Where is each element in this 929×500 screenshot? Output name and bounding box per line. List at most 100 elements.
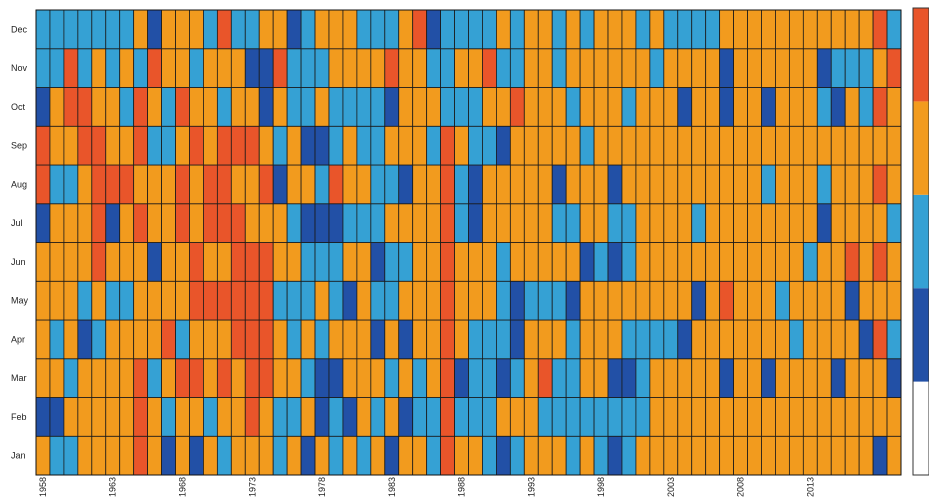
heatmap-cell xyxy=(565,280,581,321)
heatmap-cell xyxy=(733,358,748,398)
heatmap-cell xyxy=(286,242,302,282)
heatmap-cell xyxy=(482,280,497,321)
heatmap-cell xyxy=(537,435,553,476)
heatmap-cell xyxy=(286,87,302,127)
heatmap-cell xyxy=(398,397,414,437)
heatmap-cell xyxy=(677,358,693,398)
heatmap-cell xyxy=(300,397,316,437)
x-tick-label: 2008 xyxy=(736,477,746,497)
heatmap-cell xyxy=(551,242,567,282)
heatmap-cell xyxy=(35,358,51,398)
heatmap-cell xyxy=(482,319,497,360)
heatmap-cell xyxy=(621,125,637,166)
heatmap-cell xyxy=(314,164,330,205)
heatmap-cell xyxy=(858,280,874,321)
heatmap-cell xyxy=(63,280,79,321)
heatmap-cell xyxy=(230,48,246,88)
heatmap-cell xyxy=(426,397,441,437)
heatmap-cell xyxy=(35,9,51,50)
y-tick-label: Jul xyxy=(11,218,23,228)
heatmap-cell xyxy=(775,319,790,360)
heatmap-cell xyxy=(105,164,121,205)
heatmap-cell xyxy=(677,203,693,243)
heatmap-cell xyxy=(872,203,888,243)
heatmap-cell xyxy=(370,397,386,437)
heatmap-cell xyxy=(440,319,455,360)
heatmap-cell xyxy=(77,125,93,166)
heatmap-cell xyxy=(91,48,107,88)
heatmap-cell xyxy=(719,319,734,360)
heatmap-cell xyxy=(440,435,455,476)
heatmap-cell xyxy=(398,280,414,321)
heatmap-cell xyxy=(691,435,707,476)
heatmap-cell xyxy=(440,280,455,321)
heatmap-cell xyxy=(677,397,693,437)
heatmap-cell xyxy=(635,164,651,205)
heatmap-cell xyxy=(272,203,288,243)
legend-swatch xyxy=(913,101,929,195)
y-tick-label: Oct xyxy=(11,102,26,112)
heatmap-cell xyxy=(300,242,316,282)
heatmap-cell xyxy=(49,319,65,360)
heatmap-cell xyxy=(663,358,679,398)
heatmap-cell xyxy=(621,397,637,437)
heatmap-cell xyxy=(35,319,51,360)
heatmap-cell xyxy=(775,242,790,282)
heatmap-cell xyxy=(328,397,344,437)
heatmap-cell xyxy=(607,48,623,88)
heatmap-cell xyxy=(802,280,818,321)
heatmap-cell xyxy=(607,125,623,166)
heatmap-cell xyxy=(35,164,51,205)
heatmap-cell xyxy=(384,280,400,321)
heatmap-cell xyxy=(189,125,204,166)
heatmap-cell xyxy=(509,48,525,88)
heatmap-cell xyxy=(426,280,441,321)
heatmap-cell xyxy=(579,87,595,127)
heatmap-cell xyxy=(440,203,455,243)
heatmap-cell xyxy=(35,435,51,476)
heatmap-cell xyxy=(705,358,721,398)
heatmap-cell xyxy=(356,9,372,50)
heatmap-cell xyxy=(621,9,637,50)
heatmap-cell xyxy=(370,280,386,321)
heatmap-cell xyxy=(468,87,483,127)
heatmap-cell xyxy=(63,164,79,205)
heatmap-cell xyxy=(788,164,804,205)
heatmap-cell xyxy=(230,319,246,360)
heatmap-cell xyxy=(272,397,288,437)
heatmap-cell xyxy=(147,242,162,282)
heatmap-cell xyxy=(719,48,734,88)
y-tick-label: Nov xyxy=(11,63,28,73)
heatmap-cell xyxy=(77,242,93,282)
heatmap-cell xyxy=(509,164,525,205)
heatmap-cell xyxy=(858,87,874,127)
heatmap-cell xyxy=(775,87,790,127)
heatmap-cell xyxy=(565,435,581,476)
heatmap-cell xyxy=(175,164,190,205)
heatmap-cell xyxy=(844,87,860,127)
heatmap-cell xyxy=(468,280,483,321)
heatmap-cell xyxy=(872,9,888,50)
heatmap-cell xyxy=(328,87,344,127)
heatmap-cell xyxy=(537,280,553,321)
heatmap-cell xyxy=(886,203,902,243)
heatmap-cell xyxy=(286,397,302,437)
heatmap-cell xyxy=(412,9,428,50)
heatmap-cell xyxy=(398,87,414,127)
heatmap-cell xyxy=(802,9,818,50)
heatmap-cell xyxy=(593,280,609,321)
heatmap-cell xyxy=(691,242,707,282)
heatmap-cell xyxy=(91,397,107,437)
heatmap-cell xyxy=(398,319,414,360)
heatmap-cell xyxy=(509,358,525,398)
heatmap-cell xyxy=(663,319,679,360)
heatmap-cell xyxy=(370,164,386,205)
x-tick-label: 2013 xyxy=(805,477,815,497)
heatmap-cell xyxy=(328,203,344,243)
heatmap-cell xyxy=(495,280,511,321)
heatmap-cell xyxy=(816,87,832,127)
heatmap-cell xyxy=(635,9,651,50)
heatmap-cell xyxy=(49,9,65,50)
heatmap-cell xyxy=(133,9,149,50)
